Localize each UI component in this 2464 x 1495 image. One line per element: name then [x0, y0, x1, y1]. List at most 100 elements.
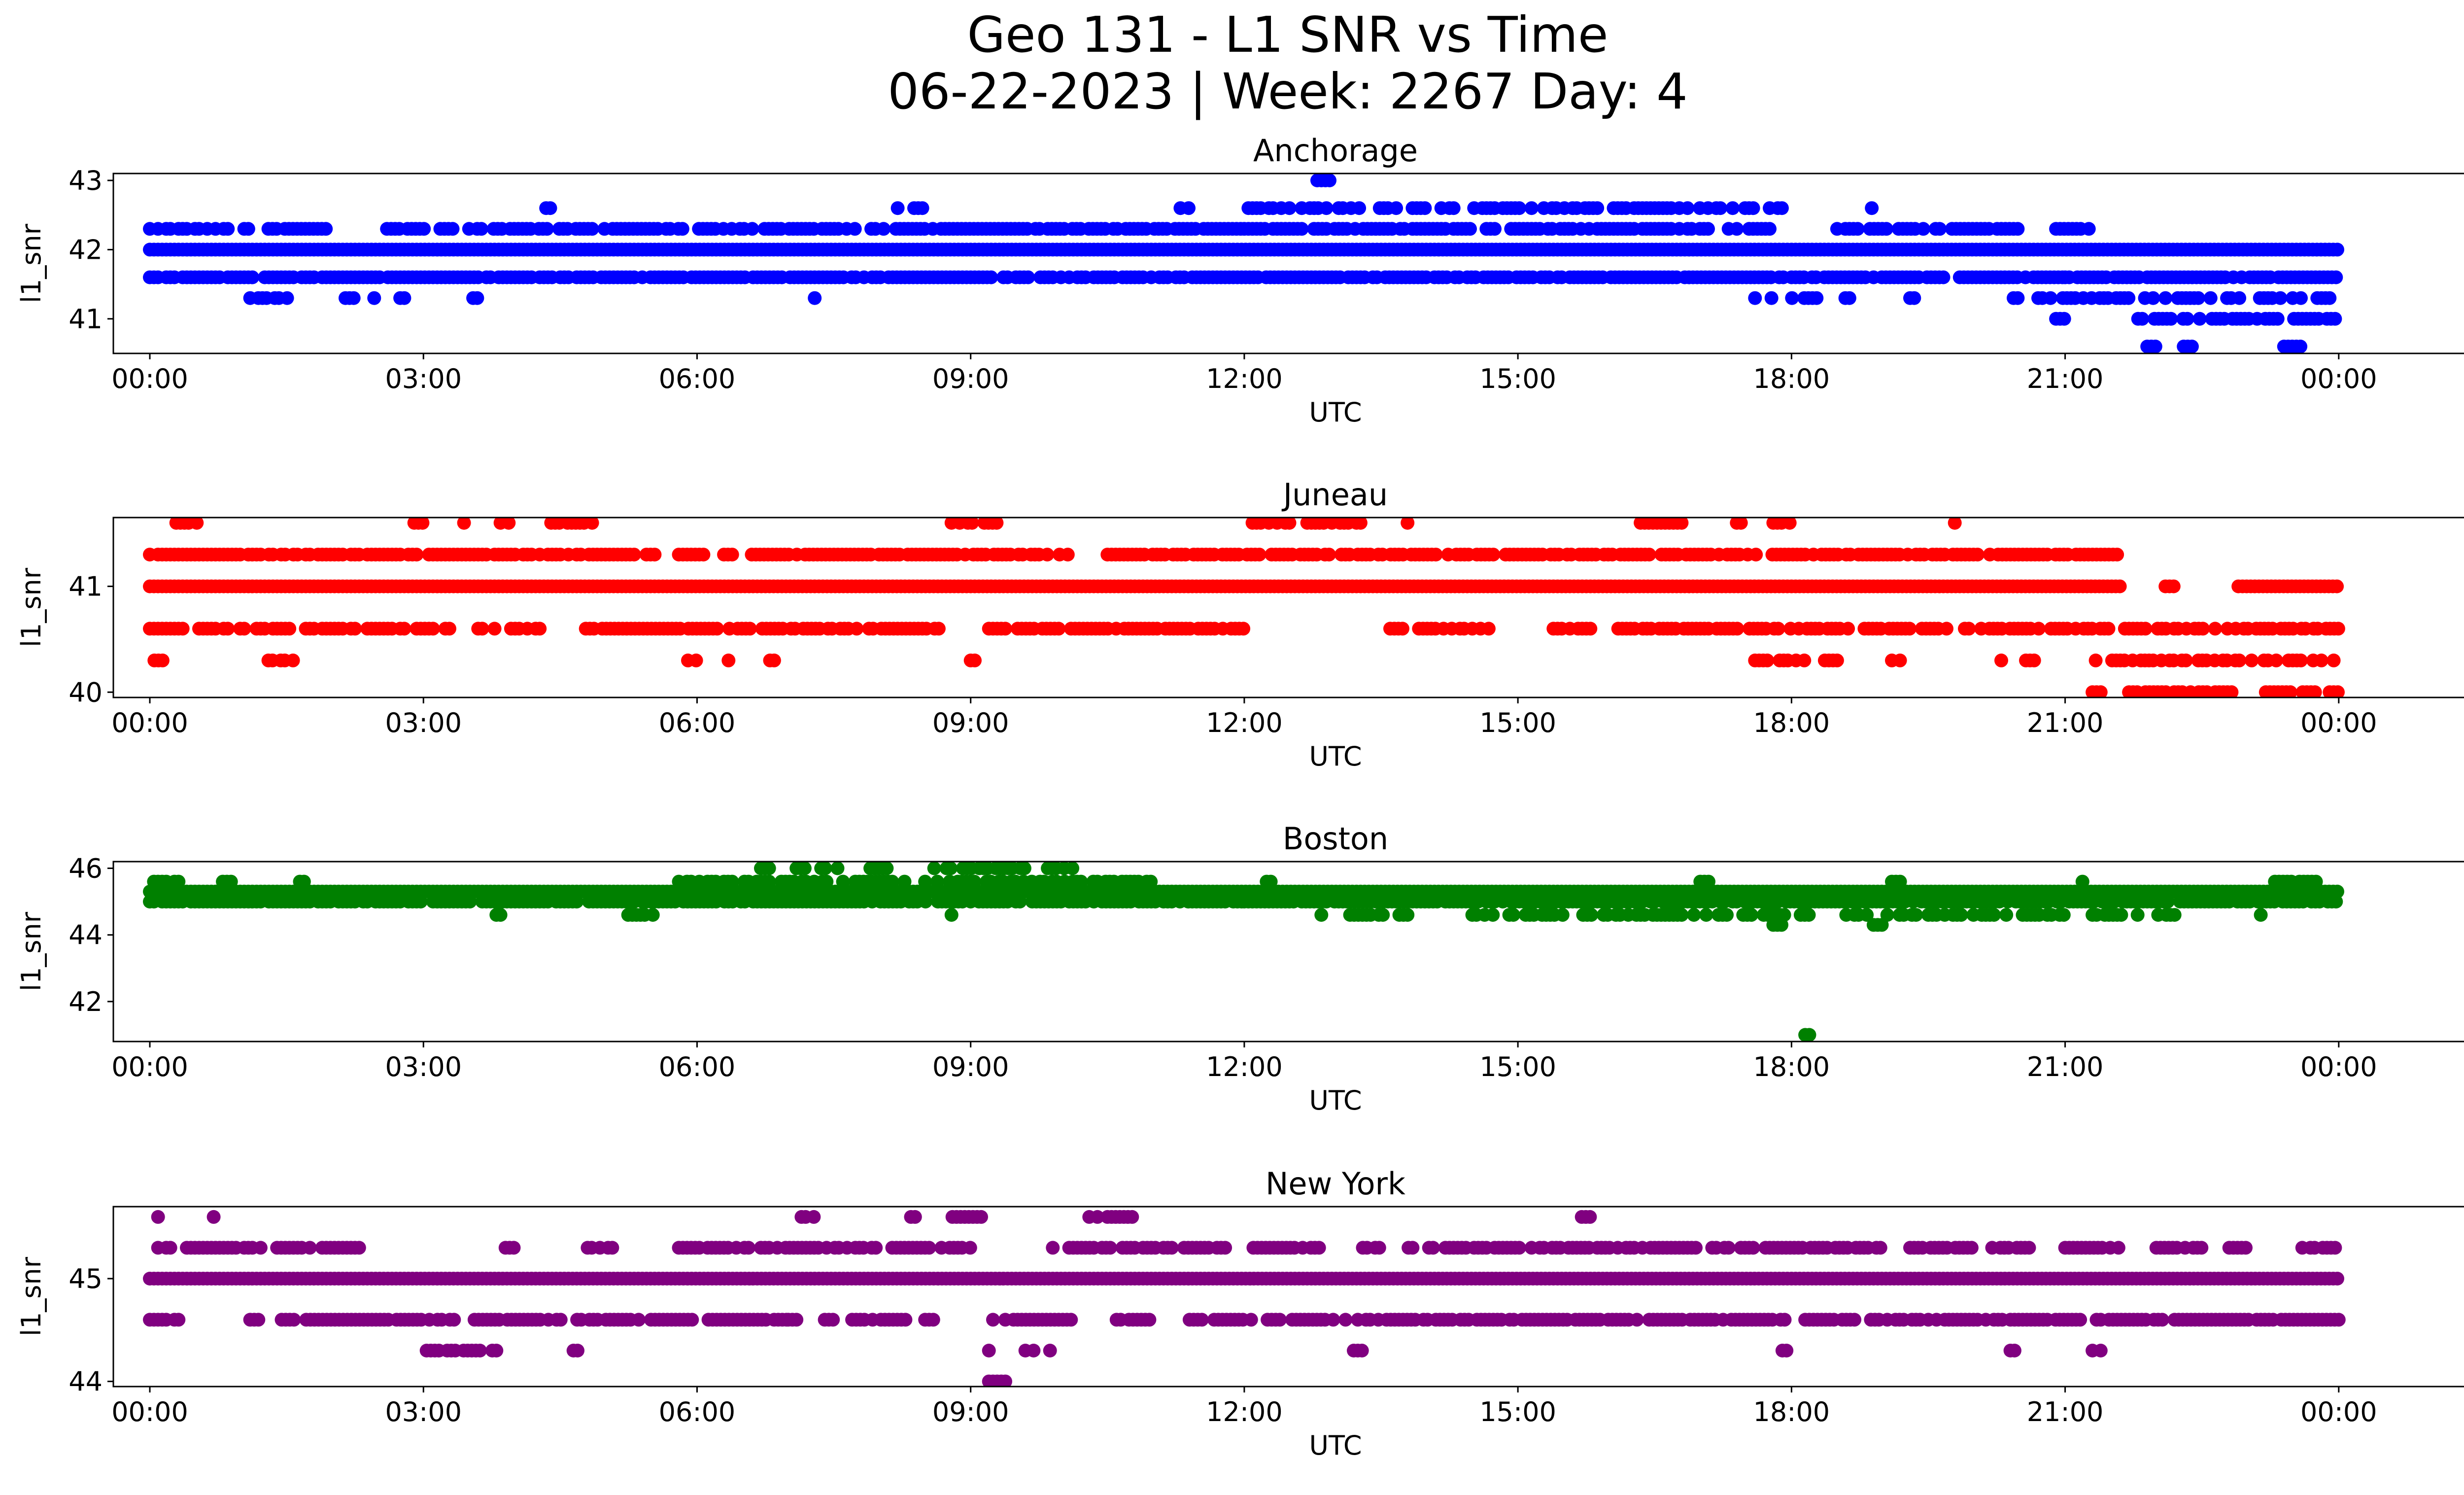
- axes-frame: [112, 173, 2464, 354]
- data-point: [1389, 201, 1403, 215]
- data-point: [457, 518, 471, 530]
- data-point: [930, 874, 945, 889]
- data-point: [725, 548, 739, 562]
- data-point: [585, 518, 599, 530]
- data-point: [2192, 312, 2207, 326]
- data-point: [297, 874, 311, 889]
- data-point: [880, 862, 894, 875]
- data-point: [1675, 518, 1689, 530]
- x-tick-label: 12:00: [1206, 707, 1283, 738]
- data-point: [533, 622, 547, 636]
- data-point: [944, 908, 958, 922]
- data-point: [1842, 291, 1856, 305]
- data-point: [2135, 312, 2149, 326]
- data-point: [1218, 1241, 1232, 1255]
- figure-title-line2: 06-22-2023 | Week: 2267 Day: 4: [888, 63, 1687, 120]
- x-tick-label: 00:00: [111, 707, 188, 738]
- data-point: [1903, 622, 1916, 636]
- y-tick-label: 46: [68, 853, 103, 884]
- data-point: [1760, 653, 1775, 667]
- data-point: [1775, 201, 1789, 215]
- data-point: [2331, 685, 2345, 697]
- data-point: [2088, 653, 2103, 667]
- data-point: [1013, 895, 1027, 909]
- figure-title-line1: Geo 131 - L1 SNR vs Time: [967, 6, 1608, 64]
- data-point: [1506, 908, 1520, 922]
- data-point: [2327, 653, 2341, 667]
- data-point: [282, 622, 297, 636]
- x-tick-label: 00:00: [111, 363, 188, 394]
- data-point: [487, 622, 502, 636]
- data-point: [245, 270, 260, 284]
- data-point: [1463, 222, 1477, 236]
- x-tick-label: 09:00: [932, 363, 1009, 394]
- data-point: [944, 862, 958, 875]
- data-point: [2254, 908, 2268, 922]
- data-point: [1734, 518, 1748, 530]
- data-point: [352, 1241, 366, 1255]
- data-point: [648, 548, 662, 562]
- data-point: [493, 908, 508, 922]
- x-tick-label: 00:00: [2300, 363, 2377, 394]
- subplot-title: Boston: [1283, 821, 1388, 857]
- data-point: [2330, 1272, 2344, 1286]
- data-point: [1322, 548, 1336, 562]
- data-point: [2196, 622, 2210, 636]
- axes-frame: [112, 517, 2464, 698]
- data-point: [2011, 222, 2025, 236]
- scatter-series: [143, 174, 2344, 353]
- x-tick-label: 21:00: [2027, 1051, 2104, 1082]
- data-point: [417, 222, 431, 236]
- data-point: [2308, 685, 2322, 697]
- data-point: [2330, 243, 2344, 257]
- data-point: [1319, 201, 1334, 215]
- data-point: [1999, 908, 2014, 922]
- data-point: [885, 874, 899, 889]
- x-tick-label: 00:00: [111, 1051, 188, 1082]
- data-point: [1865, 201, 1879, 215]
- x-axis-label: UTC: [1309, 741, 1362, 772]
- x-tick-label: 00:00: [2300, 707, 2377, 738]
- data-point: [2057, 312, 2071, 326]
- data-point: [475, 622, 489, 636]
- data-point: [2122, 291, 2136, 305]
- data-point: [1730, 622, 1745, 636]
- data-point: [1726, 201, 1740, 215]
- x-tick-label: 15:00: [1479, 707, 1556, 738]
- data-point: [1782, 518, 1797, 530]
- data-point: [1797, 653, 1812, 667]
- data-point: [1021, 270, 1035, 284]
- data-point: [1720, 908, 1734, 922]
- y-axis-label: l1_snr: [16, 223, 47, 303]
- y-tick-label: 42: [68, 234, 103, 265]
- data-point: [1744, 908, 1758, 922]
- data-point: [675, 222, 689, 236]
- data-point: [968, 653, 982, 667]
- data-point: [1893, 653, 1907, 667]
- data-point: [965, 518, 979, 530]
- x-tick-label: 09:00: [932, 707, 1009, 738]
- data-point: [990, 518, 1004, 530]
- data-point: [221, 622, 235, 636]
- data-point: [1749, 548, 1763, 562]
- data-point: [2148, 340, 2162, 353]
- x-tick-label: 03:00: [385, 1051, 462, 1082]
- data-point: [2180, 312, 2194, 326]
- data-point: [2075, 874, 2089, 889]
- data-point: [163, 1241, 177, 1255]
- data-point: [1970, 548, 1985, 562]
- data-point: [2082, 222, 2096, 236]
- data-point: [1352, 201, 1367, 215]
- data-point: [869, 1241, 883, 1255]
- data-point: [1065, 862, 1080, 875]
- data-point: [319, 222, 333, 236]
- y-tick-label: 40: [68, 677, 103, 708]
- x-tick-label: 21:00: [2027, 707, 2104, 738]
- data-point: [1713, 201, 1727, 215]
- data-point: [224, 874, 238, 889]
- data-point: [745, 222, 759, 236]
- data-point: [1488, 222, 1502, 236]
- data-point: [2185, 340, 2199, 353]
